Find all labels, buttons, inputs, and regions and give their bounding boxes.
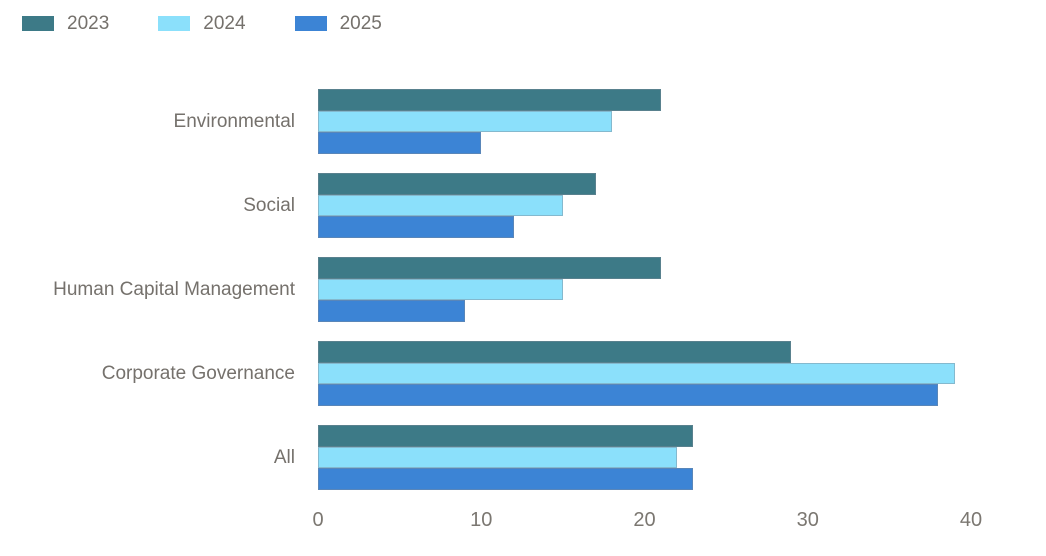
bar-group-environmental	[318, 89, 971, 155]
legend-swatch-2023	[22, 16, 54, 31]
category-label: Human Capital Management	[53, 278, 295, 300]
bar-2024-human-capital-management	[318, 278, 563, 301]
category-label: Corporate Governance	[101, 362, 295, 384]
x-tick-30: 30	[796, 509, 819, 531]
legend-swatch-2024	[158, 16, 191, 31]
bar-2023-social	[318, 173, 596, 195]
legend-label: 2025	[339, 13, 382, 34]
bar-2024-environmental	[318, 110, 612, 133]
legend-label: 2023	[67, 13, 110, 34]
legend-label: 2024	[203, 13, 246, 34]
legend-swatch-2025	[294, 16, 327, 31]
x-tick-0: 0	[312, 509, 324, 531]
chart-row-corporate-governance: Corporate Governance	[0, 341, 1046, 407]
bar-2025-corporate-governance	[318, 384, 939, 407]
bar-2023-corporate-governance	[318, 341, 792, 363]
chart-row-social: Social	[0, 173, 1046, 239]
bar-2024-all	[318, 446, 678, 469]
chart-row-all: All	[0, 425, 1046, 491]
chart-legend: 2023 2024 2025	[22, 14, 431, 33]
x-axis: 0 10 20 30 40	[312, 506, 982, 534]
legend-item-2023: 2023	[22, 14, 109, 33]
category-label: Social	[243, 194, 295, 216]
bar-2025-all	[318, 468, 694, 491]
x-tick-10: 10	[470, 509, 493, 531]
bar-2023-environmental	[318, 89, 661, 111]
chart-plot-area: Environmental Social Human Capital Managem…	[0, 89, 1046, 509]
bar-2024-social	[318, 194, 563, 217]
bar-group-all	[318, 425, 971, 491]
x-tick-20: 20	[633, 509, 656, 531]
bar-2025-human-capital-management	[318, 300, 465, 323]
legend-item-2025: 2025	[294, 13, 382, 34]
bar-group-social	[318, 173, 971, 239]
bar-2024-corporate-governance	[318, 362, 955, 385]
x-tick-40: 40	[959, 509, 983, 531]
bar-2023-all	[318, 425, 694, 447]
bar-2023-human-capital-management	[318, 257, 661, 279]
legend-item-2024: 2024	[158, 13, 246, 34]
bar-2025-environmental	[318, 132, 482, 155]
category-label: All	[273, 446, 295, 468]
chart-row-human-capital-management: Human Capital Management	[0, 257, 1046, 323]
bar-group-human-capital-management	[318, 257, 971, 323]
category-label: Environmental	[173, 110, 295, 132]
bar-group-corporate-governance	[318, 341, 971, 407]
bar-2025-social	[318, 216, 514, 239]
chart-row-environmental: Environmental	[0, 89, 1046, 155]
